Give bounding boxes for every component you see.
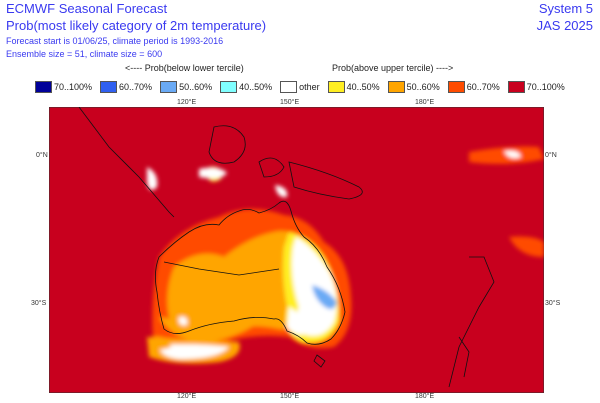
legend-label: 50..60% [406,82,440,92]
lat-label-left: 0°N [36,152,48,159]
forecast-info: Forecast start is 01/06/25, climate peri… [6,36,224,46]
legend-item: 70..100% [507,81,565,93]
period-label: JAS 2025 [536,18,593,33]
probability-map [49,107,544,393]
lon-label-bottom: 150°E [280,393,300,400]
lat-label-left: 30°S [31,300,47,307]
legend-label: 60..70% [466,82,500,92]
lon-label-top: 120°E [177,99,197,106]
legend-label: 40..50% [239,82,273,92]
legend-label: 60..70% [119,82,153,92]
legend-item: 60..70% [447,81,500,93]
lat-label-right: 0°N [545,152,557,159]
legend-label: 40..50% [346,82,380,92]
legend-item: 50..60% [387,81,440,93]
lon-label-top: 180°E [415,99,435,106]
legend-swatch [100,81,118,93]
chart-subtitle: Prob(most likely category of 2m temperat… [6,18,267,33]
legend-swatch [507,81,525,93]
coastlines [78,107,495,388]
legend-label: 50..60% [179,82,213,92]
below-tercile-label: <---- Prob(below lower tercile) [125,63,244,73]
legend-swatch [280,81,298,93]
legend-label: 70..100% [54,82,93,92]
legend-swatch [447,81,465,93]
legend-swatch [160,81,178,93]
legend: 70..100% 60..70% 50..60% 40..50% other 40..50… [35,81,573,93]
legend-swatch [220,81,238,93]
legend-item: 40..50% [220,81,272,93]
system-label: System 5 [538,1,593,16]
chart-title: ECMWF Seasonal Forecast [6,1,168,16]
probability-fields [147,146,544,364]
legend-label: 70..100% [526,82,565,92]
legend-item: 60..70% [100,81,152,93]
legend-item: 50..60% [160,81,212,93]
lon-label-bottom: 180°E [415,393,435,400]
ensemble-info: Ensemble size = 51, climate size = 600 [6,49,163,59]
lat-label-right: 30°S [545,300,561,307]
legend-swatch [327,81,345,93]
legend-item: 40..50% [327,81,380,93]
above-tercile-label: Prob(above upper tercile) ----> [332,63,454,73]
legend-swatch [387,81,405,93]
lon-label-bottom: 120°E [177,393,197,400]
legend-item: other [280,81,320,93]
lon-label-top: 150°E [280,99,300,106]
legend-item: 70..100% [35,81,92,93]
legend-label: other [299,82,320,92]
legend-swatch [35,81,52,93]
